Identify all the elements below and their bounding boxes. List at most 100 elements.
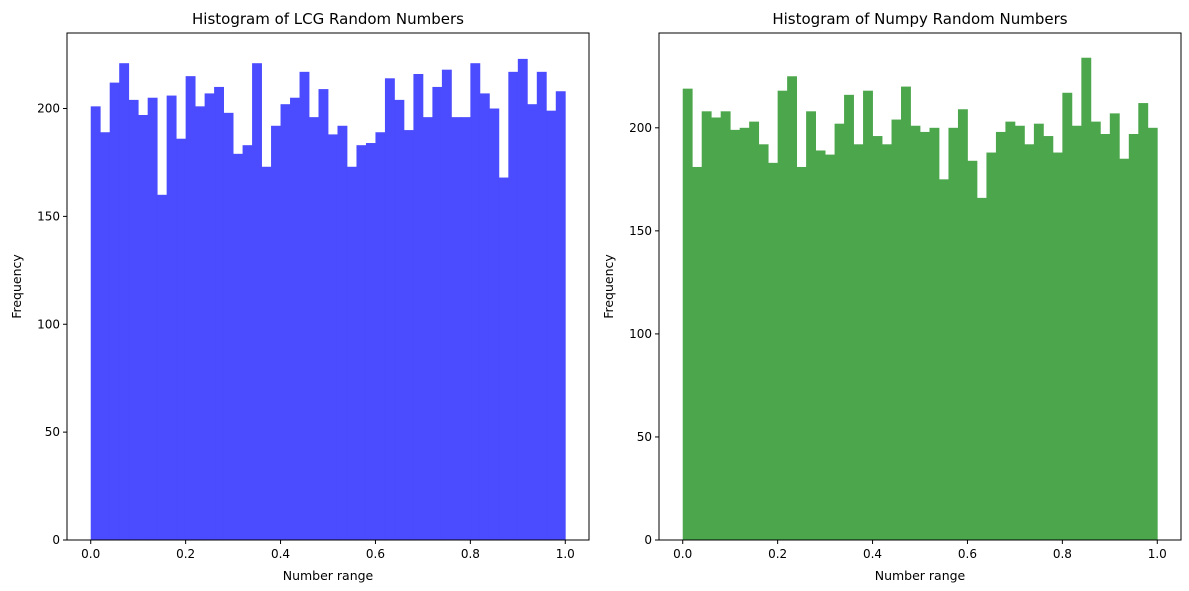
x-tick-label: 0.2 <box>176 547 195 561</box>
lcg-x-axis-label: Number range <box>283 568 374 583</box>
histogram-bar <box>460 117 471 540</box>
histogram-bar <box>223 112 234 540</box>
numpy-plot-frame <box>658 32 1182 541</box>
lcg-chart-title: Histogram of LCG Random Numbers <box>192 10 464 28</box>
histogram-bar <box>967 160 978 540</box>
y-tick-label: 200 <box>37 102 60 116</box>
x-tick-label: 0.4 <box>271 547 290 561</box>
x-tick-label: 0.8 <box>1053 547 1072 561</box>
x-tick-label: 0.0 <box>81 547 100 561</box>
histogram-bar <box>995 131 1006 541</box>
histogram-bar <box>157 194 168 540</box>
histogram-bar <box>100 132 111 540</box>
histogram-bar <box>233 153 243 540</box>
histogram-bar <box>290 97 300 541</box>
histogram-bar <box>1071 125 1082 541</box>
histogram-bar <box>536 71 547 540</box>
histogram-bar <box>901 86 911 541</box>
histogram-bar <box>777 90 788 541</box>
histogram-bar <box>451 117 462 540</box>
histogram-bar <box>739 127 750 541</box>
histogram-bar <box>1128 133 1139 541</box>
histogram-bar <box>261 166 272 540</box>
numpy-histogram-panel: 0.0 0.2 0.4 0.6 0.8 1.0 0 50 100 150 200 Histogram … <box>601 10 1182 583</box>
y-tick-label: 200 <box>629 121 652 135</box>
histogram-bar <box>375 132 386 540</box>
histogram-bar <box>882 144 892 541</box>
lcg-histogram-panel: 0.0 0.2 0.4 0.6 0.8 1.0 0 50 100 150 200 Histogram … <box>9 10 590 583</box>
histogram-bar <box>711 117 722 540</box>
histogram-bar <box>346 166 357 540</box>
histogram-bar <box>787 76 798 540</box>
histogram-bar <box>309 117 319 540</box>
histogram-bar <box>470 63 481 540</box>
x-tick-label: 0.4 <box>863 547 882 561</box>
histogram-bar <box>720 111 731 540</box>
histogram-bar <box>1024 144 1035 541</box>
histogram-bar <box>1062 92 1073 540</box>
histogram-bar <box>796 166 807 540</box>
histogram-bar <box>806 111 816 540</box>
y-tick-label: 150 <box>37 209 60 223</box>
histogram-bar <box>834 123 845 541</box>
numpy-bars <box>682 57 1158 541</box>
histogram-bar <box>318 89 329 540</box>
y-tick-label: 100 <box>629 327 652 341</box>
histogram-bar <box>147 97 158 541</box>
histogram-bar <box>863 90 873 541</box>
histogram-bar <box>508 71 519 540</box>
x-tick-label: 1.0 <box>1148 547 1167 561</box>
histogram-bar <box>195 106 206 540</box>
histogram-bar <box>948 127 959 541</box>
lcg-plot-frame <box>66 32 590 541</box>
y-tick-label: 50 <box>45 425 60 439</box>
histogram-bar <box>498 177 509 540</box>
histogram-bar <box>546 110 557 540</box>
x-tick-label: 0.6 <box>366 547 385 561</box>
histogram-bar <box>938 179 949 540</box>
histogram-bar <box>872 136 883 541</box>
y-tick-label: 0 <box>52 533 60 547</box>
histogram-bar <box>1109 113 1120 540</box>
histogram-bar <box>1100 133 1111 541</box>
lcg-y-axis-label: Frequency <box>9 254 24 319</box>
numpy-chart-title: Histogram of Numpy Random Numbers <box>772 10 1067 28</box>
histogram-bar <box>957 109 968 540</box>
histogram-bar <box>166 95 177 541</box>
histogram-bar <box>1033 123 1044 541</box>
histogram-bar <box>441 69 452 540</box>
histogram-bar <box>692 166 703 540</box>
histogram-bar <box>758 144 769 541</box>
y-tick-label: 0 <box>644 533 652 547</box>
histogram-bar <box>432 86 443 541</box>
x-tick-label: 0.8 <box>461 547 480 561</box>
histogram-bar <box>413 73 424 540</box>
numpy-x-axis-label: Number range <box>875 568 966 583</box>
histogram-bar <box>90 106 101 540</box>
lcg-bars <box>90 58 566 541</box>
histogram-bar <box>910 125 921 541</box>
histogram-bar <box>853 144 864 541</box>
histogram-bar <box>555 91 566 540</box>
histogram-bar <box>1052 152 1063 540</box>
histogram-bar <box>356 145 367 540</box>
histogram-bar <box>328 134 338 540</box>
histogram-bar <box>1043 136 1054 541</box>
histogram-bar <box>271 125 281 541</box>
histogram-bar <box>185 76 196 541</box>
histogram-bar <box>1119 158 1130 540</box>
histogram-bar <box>489 108 500 541</box>
x-tick-label: 1.0 <box>556 547 575 561</box>
y-tick-label: 50 <box>637 430 652 444</box>
histogram-bar <box>1138 103 1149 540</box>
histogram-bar <box>825 154 835 540</box>
histogram-bar <box>128 99 139 540</box>
histogram-bar <box>682 88 693 541</box>
y-tick-label: 150 <box>629 224 652 238</box>
x-tick-label: 0.6 <box>958 547 977 561</box>
histogram-bar <box>701 111 712 540</box>
histogram-bar <box>768 162 779 540</box>
histogram-bar <box>1005 121 1016 540</box>
histogram-bar <box>422 117 433 540</box>
